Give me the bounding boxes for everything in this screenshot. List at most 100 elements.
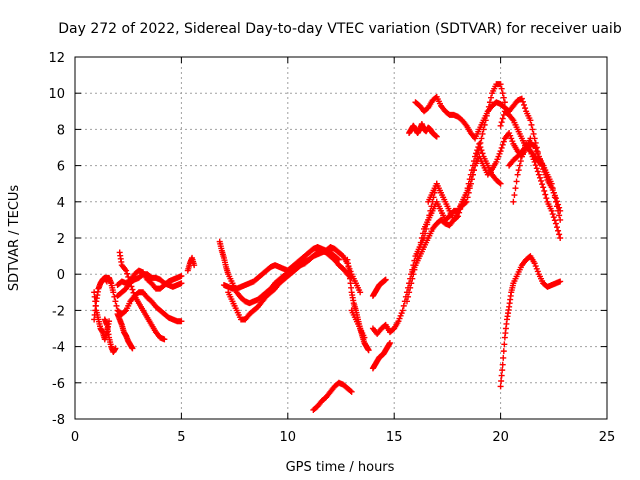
y-tick-label: 4 [57, 196, 65, 211]
y-tick-label: -8 [52, 413, 65, 428]
data-point [497, 383, 504, 390]
data-point [467, 180, 474, 187]
data-point [405, 293, 412, 300]
data-point [409, 275, 416, 282]
data-point [550, 189, 557, 196]
data-point [540, 162, 547, 169]
data-point [527, 135, 534, 142]
data-point [496, 179, 503, 186]
data-point [549, 185, 556, 192]
data-point [519, 150, 526, 157]
y-tick-label: -2 [52, 304, 65, 319]
data-point [418, 235, 425, 241]
data-point [477, 144, 484, 151]
data-point [123, 267, 130, 274]
data-point [497, 148, 504, 155]
y-axis-label: SDTVAR / TECUs [7, 185, 22, 292]
data-point [506, 130, 513, 137]
data-point [528, 121, 535, 128]
data-point [532, 263, 539, 270]
series-track-07 [114, 267, 185, 299]
y-tick-label: -4 [52, 341, 65, 356]
data-point [555, 227, 562, 234]
y-tick-label: -6 [52, 377, 65, 392]
data-point [478, 135, 485, 142]
data-point [533, 148, 540, 155]
data-point [538, 177, 545, 184]
series-track-03 [97, 274, 185, 325]
data-point [365, 347, 372, 354]
data-point [549, 211, 556, 218]
data-point [498, 377, 505, 384]
data-point [556, 212, 563, 219]
data-point [433, 133, 440, 140]
data-point [552, 198, 559, 205]
data-point [519, 98, 526, 105]
data-point [499, 115, 506, 122]
data-point [531, 260, 538, 267]
data-point [122, 308, 129, 315]
x-tick-label: 15 [386, 430, 403, 445]
series-track-08 [114, 311, 136, 352]
data-point [473, 150, 480, 157]
data-point [518, 153, 525, 160]
y-tick-label: 6 [57, 160, 65, 175]
data-point [553, 224, 560, 231]
data-point [534, 168, 541, 175]
chart-title: Day 272 of 2022, Sidereal Day-to-day VTE… [58, 21, 622, 37]
series-track-22 [406, 120, 440, 140]
data-point [479, 130, 486, 137]
data-point [500, 354, 507, 361]
data-points [91, 81, 564, 413]
series-track-21 [412, 93, 564, 214]
data-point [536, 174, 543, 181]
data-point [500, 94, 507, 101]
data-point [532, 162, 539, 169]
data-point [498, 119, 505, 126]
data-point [497, 122, 504, 129]
data-point [130, 289, 137, 296]
x-tick-label: 0 [71, 430, 79, 445]
data-point [533, 165, 540, 172]
data-point [495, 153, 502, 160]
data-point [518, 95, 525, 102]
y-tick-label: 2 [57, 232, 65, 247]
data-point [510, 198, 517, 205]
y-tick-label: 10 [48, 87, 65, 102]
data-point [500, 348, 507, 355]
series-track-05 [116, 249, 168, 343]
data-point [553, 203, 560, 210]
data-point [462, 199, 469, 206]
data-point [551, 217, 558, 224]
data-point [501, 99, 508, 106]
y-tick-label: 8 [57, 123, 65, 138]
data-point [507, 132, 514, 139]
data-point [556, 231, 563, 238]
data-point [501, 341, 508, 348]
data-point [497, 81, 504, 88]
data-point [347, 387, 354, 394]
data-point [529, 126, 536, 133]
data-point [527, 117, 534, 124]
data-point [361, 334, 368, 341]
data-point [334, 255, 341, 262]
data-point [521, 101, 528, 108]
data-point [541, 187, 548, 194]
data-point [357, 289, 364, 296]
data-point [498, 85, 505, 92]
data-point [178, 280, 185, 287]
data-point [512, 185, 519, 192]
data-point [551, 194, 558, 201]
y-tick-label: 0 [57, 268, 65, 283]
data-point [500, 138, 507, 145]
data-point [508, 135, 515, 142]
data-point [539, 161, 546, 168]
data-point [382, 276, 389, 283]
data-point [113, 302, 120, 309]
x-tick-label: 10 [280, 430, 297, 445]
data-point [335, 256, 342, 263]
data-point [539, 181, 546, 188]
data-point [509, 138, 516, 145]
series-track-09 [184, 254, 198, 274]
